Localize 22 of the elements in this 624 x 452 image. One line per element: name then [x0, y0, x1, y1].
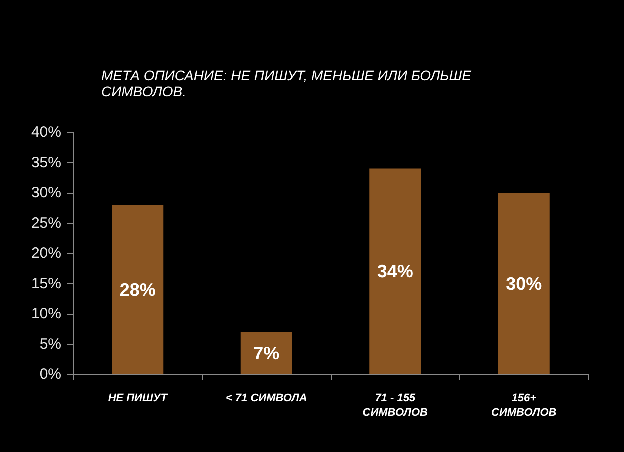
data-label: 7% [254, 343, 280, 364]
x-tick-label: НЕ ПИШУТ [108, 392, 169, 404]
data-label: 30% [506, 274, 542, 294]
data-label: 28% [120, 280, 156, 300]
y-tick-label: 30% [31, 184, 62, 202]
bar [370, 168, 422, 374]
y-tick-label: 15% [31, 275, 62, 292]
bar [498, 193, 550, 374]
y-tick-label: 5% [40, 336, 62, 353]
y-tick-label: 0% [40, 366, 62, 383]
x-tick-label: 71 - 155 СИМВОЛОВ [362, 392, 428, 419]
x-tick-label: 156+ СИМВОЛОВ [492, 392, 557, 419]
y-tick-label: 40% [31, 124, 62, 141]
bar [112, 205, 164, 374]
y-tick-label: 10% [31, 306, 62, 322]
x-tick-label: < 71 СИМВОЛА [226, 392, 308, 404]
chart-title: МЕТА ОПИСАНИЕ: НЕ ПИШУТ, МЕНЬШЕ ИЛИ БОЛЬШЕ СИМВОЛОВ. [102, 68, 472, 100]
y-tick-label: 35% [31, 154, 62, 172]
y-tick-label: 20% [31, 245, 62, 262]
bar [240, 332, 292, 374]
data-label: 34% [377, 262, 414, 282]
y-tick-label: 25% [31, 214, 62, 232]
